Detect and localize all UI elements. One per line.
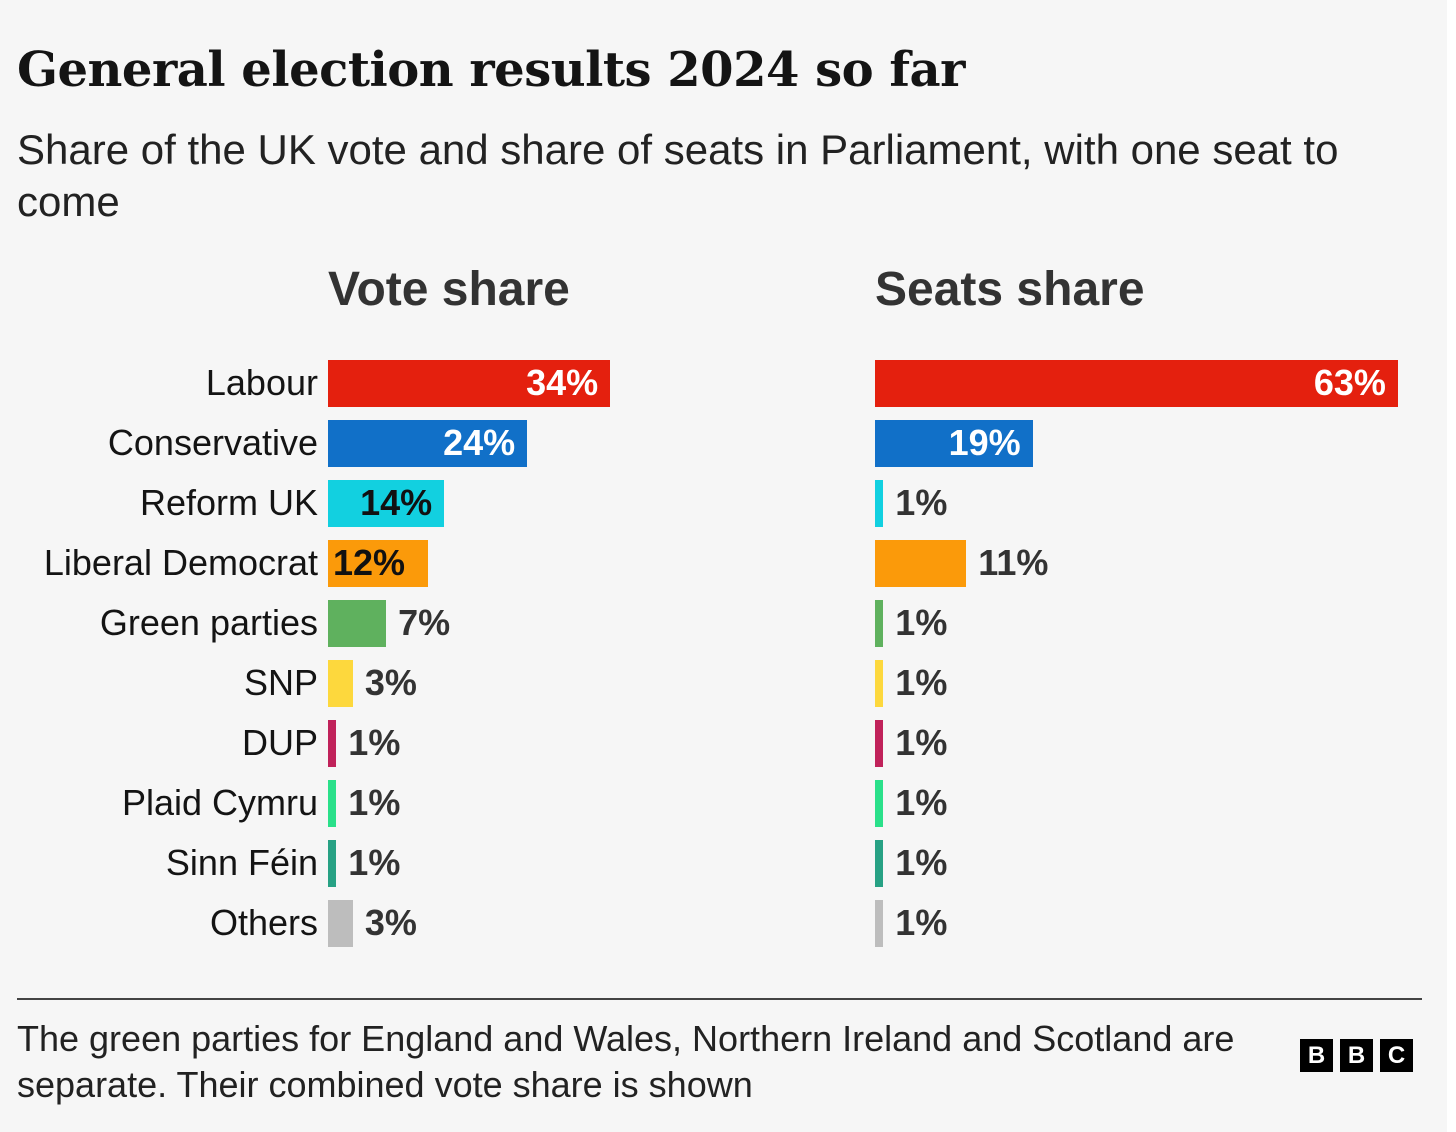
data-label: 24% xyxy=(443,422,516,463)
category-label: DUP xyxy=(241,722,318,763)
bar-vote xyxy=(328,540,428,587)
bar-vote xyxy=(328,840,337,887)
category-label: Reform UK xyxy=(139,482,318,523)
data-label: 1% xyxy=(895,902,948,943)
bar-vote xyxy=(328,420,528,467)
bar-vote xyxy=(328,720,337,767)
category-label: SNP xyxy=(243,662,318,703)
bar-seats xyxy=(875,420,1033,467)
data-label: 7% xyxy=(398,602,451,643)
bar-seats xyxy=(875,660,884,707)
chart-title: General election results 2024 so far xyxy=(17,42,965,98)
data-label: 1% xyxy=(895,722,948,763)
bar-vote xyxy=(328,360,611,407)
data-label: 1% xyxy=(348,782,401,823)
data-label: 19% xyxy=(948,422,1021,463)
category-label: Labour xyxy=(205,362,318,403)
vote-share-heading: Vote share xyxy=(328,263,570,316)
bar-vote xyxy=(328,600,387,647)
data-label: 1% xyxy=(348,722,401,763)
bar-seats xyxy=(875,900,884,947)
category-label: Conservative xyxy=(107,422,318,463)
bar-seats xyxy=(875,360,1398,407)
bar-seats xyxy=(875,840,884,887)
category-label: Green parties xyxy=(99,602,318,643)
category-label: Plaid Cymru xyxy=(121,782,318,823)
data-label: 14% xyxy=(360,482,433,523)
data-label: 12% xyxy=(333,542,406,583)
divider xyxy=(17,998,1422,1000)
bar-seats xyxy=(875,480,884,527)
data-label: 3% xyxy=(364,902,417,943)
bar-vote xyxy=(328,780,337,827)
seats-share-heading: Seats share xyxy=(875,263,1145,316)
bar-seats xyxy=(875,720,884,767)
data-label: 63% xyxy=(1313,362,1386,403)
data-label: 1% xyxy=(895,782,948,823)
data-label: 34% xyxy=(526,362,599,403)
category-label: Sinn Féin xyxy=(165,842,318,883)
data-label: 1% xyxy=(348,842,401,883)
chart-subtitle: Share of the UK vote and share of seats … xyxy=(17,126,1339,225)
data-label: 1% xyxy=(895,602,948,643)
data-label: 1% xyxy=(895,482,948,523)
category-label: Liberal Democrat xyxy=(43,542,318,583)
bar-seats xyxy=(875,600,884,647)
data-label: 1% xyxy=(895,662,948,703)
data-label: 1% xyxy=(895,842,948,883)
data-label: 3% xyxy=(364,662,417,703)
bar-vote xyxy=(328,660,353,707)
bar-vote xyxy=(328,480,445,527)
bar-seats xyxy=(875,540,967,587)
category-label: Others xyxy=(209,902,318,943)
bar-vote xyxy=(328,900,353,947)
footnote: The green parties for England and Wales,… xyxy=(17,1018,1235,1105)
bar-seats xyxy=(875,780,884,827)
data-label: 11% xyxy=(978,542,1049,583)
